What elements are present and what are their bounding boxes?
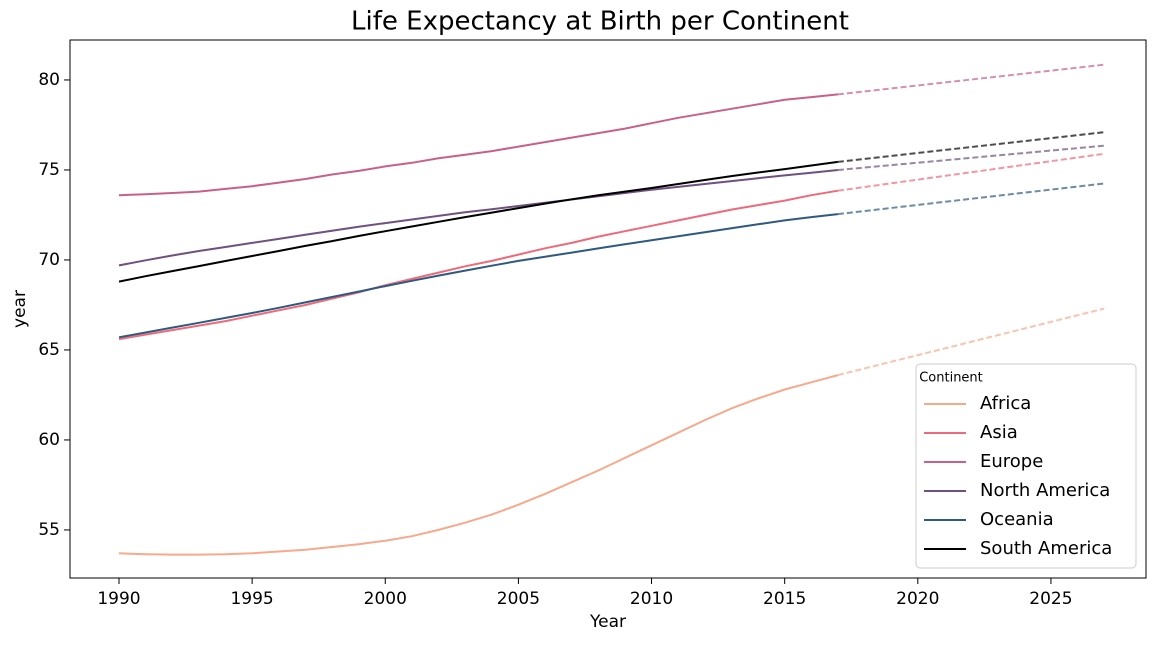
- x-tick-label: 2000: [364, 589, 407, 609]
- line: [118, 189, 839, 341]
- y-tick-label: 60: [38, 430, 60, 450]
- chart-title: Life Expectancy at Birth per Continent: [351, 7, 849, 37]
- forecast-line: [837, 63, 1105, 96]
- y-tick-label: 75: [38, 160, 60, 180]
- legend-box: [915, 363, 1137, 569]
- legend-label: North America: [980, 480, 1110, 501]
- legend-title: Continent: [919, 371, 983, 386]
- x-tick-label: 1990: [97, 589, 140, 609]
- legend-label: Europe: [980, 451, 1043, 472]
- legend-label: Africa: [980, 393, 1031, 414]
- y-tick-label: 65: [38, 340, 60, 360]
- x-tick-label: 2005: [497, 589, 540, 609]
- x-tick-label: 2015: [763, 589, 806, 609]
- forecast-line: [837, 152, 1105, 192]
- forecast-line: [837, 307, 1105, 377]
- x-tick-label: 2020: [896, 589, 939, 609]
- forecast-line: [837, 131, 1105, 163]
- x-tick-label: 1995: [230, 589, 273, 609]
- plot-frame: [69, 39, 1147, 579]
- x-axis-label: Year: [589, 612, 626, 632]
- y-tick-label: 70: [38, 250, 60, 270]
- y-tick-label: 55: [38, 520, 60, 540]
- y-tick-label: 80: [38, 70, 60, 90]
- line: [118, 160, 839, 283]
- line: [118, 169, 839, 267]
- legend-label: Oceania: [980, 509, 1054, 530]
- line: [118, 93, 839, 197]
- y-axis-label: year: [10, 290, 30, 328]
- line: [118, 213, 839, 339]
- line: [118, 374, 839, 556]
- forecast-line: [837, 182, 1105, 216]
- x-tick-label: 2010: [630, 589, 673, 609]
- legend-label: South America: [980, 538, 1112, 559]
- legend-label: Asia: [980, 422, 1018, 443]
- x-tick-label: 2025: [1029, 589, 1072, 609]
